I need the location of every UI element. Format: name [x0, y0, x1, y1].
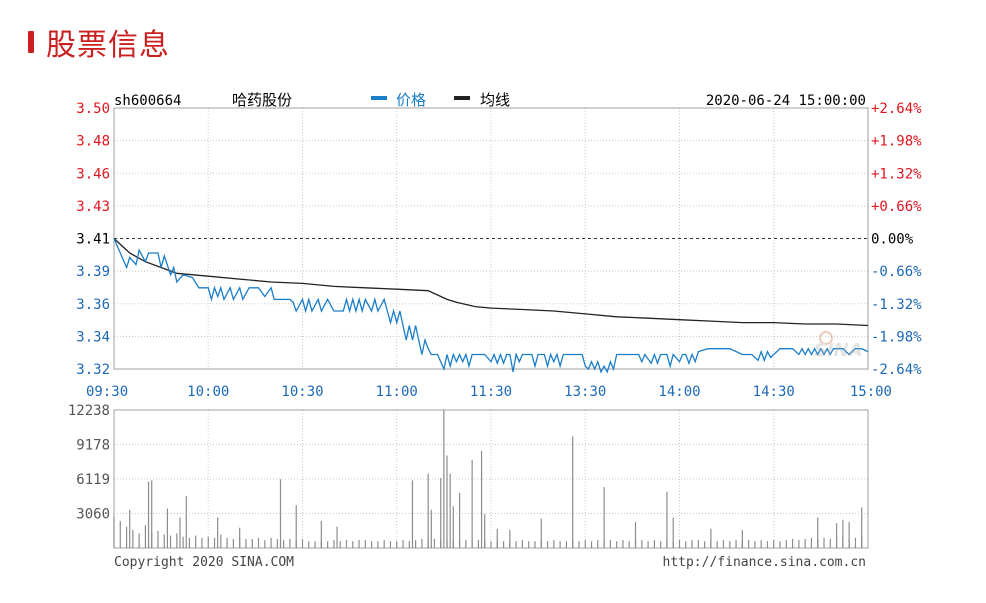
time-tick-label: 10:30 [281, 384, 323, 400]
footer-url: http://finance.sina.com.cn [663, 555, 867, 570]
legend-avg-swatch [454, 96, 470, 100]
time-tick-label: 14:30 [753, 384, 795, 400]
avg-price-line [113, 238, 869, 327]
time-tick-label: 11:30 [470, 384, 512, 400]
price-left-axis: 3.50 3.48 3.46 3.43 3.41 3.39 3.36 3.34 3.32 [76, 101, 110, 378]
price-tick-label: 3.43 [76, 199, 110, 215]
stock-name: 哈药股份 [232, 91, 292, 109]
pct-tick-label: -0.66% [871, 264, 922, 280]
time-tick-label: 09:30 [86, 384, 128, 400]
volume-bars [113, 410, 863, 548]
price-tick-label: 3.39 [76, 264, 110, 280]
pct-tick-label: 0.00% [871, 232, 914, 248]
volume-tick-label: 12238 [68, 403, 110, 419]
price-tick-label: 3.50 [76, 101, 110, 117]
svg-text:SINA: SINA [814, 340, 863, 361]
volume-tick-label: 6119 [76, 472, 110, 488]
price-tick-label: 3.41 [76, 232, 110, 248]
volume-axis: 12238 9178 6119 3060 [68, 403, 110, 522]
price-tick-label: 3.36 [76, 297, 110, 313]
legend-avg-label: 均线 [480, 91, 510, 109]
pct-tick-label: +1.32% [871, 166, 922, 182]
price-line [113, 238, 869, 374]
pct-tick-label: +1.98% [871, 134, 922, 150]
time-axis: 09:30 10:00 10:30 11:00 11:30 13:30 14:00 14:30… [86, 384, 892, 400]
copyright-text: Copyright 2020 SINA.COM [114, 555, 294, 570]
volume-tick-label: 3060 [76, 506, 110, 522]
volume-tick-label: 9178 [76, 438, 110, 454]
price-tick-label: 3.32 [76, 362, 110, 378]
time-tick-label: 10:00 [187, 384, 229, 400]
pct-tick-label: +0.66% [871, 199, 922, 215]
time-tick-label: 15:00 [850, 384, 892, 400]
legend-price-swatch [371, 96, 387, 100]
time-tick-label: 13:30 [564, 384, 606, 400]
price-tick-label: 3.48 [76, 134, 110, 150]
price-panel-grid [114, 108, 868, 369]
pct-tick-label: -2.64% [871, 362, 922, 378]
legend-price-label: 价格 [396, 91, 426, 109]
pct-tick-label: +2.64% [871, 101, 922, 117]
sina-watermark-icon: SINA [814, 331, 863, 361]
volume-panel-grid [114, 410, 868, 548]
page-title: 股票信息 [46, 28, 170, 63]
time-tick-label: 11:00 [376, 384, 418, 400]
price-tick-label: 3.34 [76, 329, 110, 345]
quote-datetime: 2020-06-24 15:00:00 [706, 93, 866, 109]
time-tick-label: 14:00 [658, 384, 700, 400]
pct-tick-label: -1.98% [871, 329, 922, 345]
stock-symbol: sh600664 [114, 93, 181, 109]
page-title-block: 股票信息 [28, 22, 170, 63]
price-right-axis: +2.64% +1.98% +1.32% +0.66% 0.00% -0.66% -1.32… [871, 101, 922, 378]
title-accent-bar [28, 31, 34, 53]
pct-tick-label: -1.32% [871, 297, 922, 313]
price-tick-label: 3.46 [76, 166, 110, 182]
